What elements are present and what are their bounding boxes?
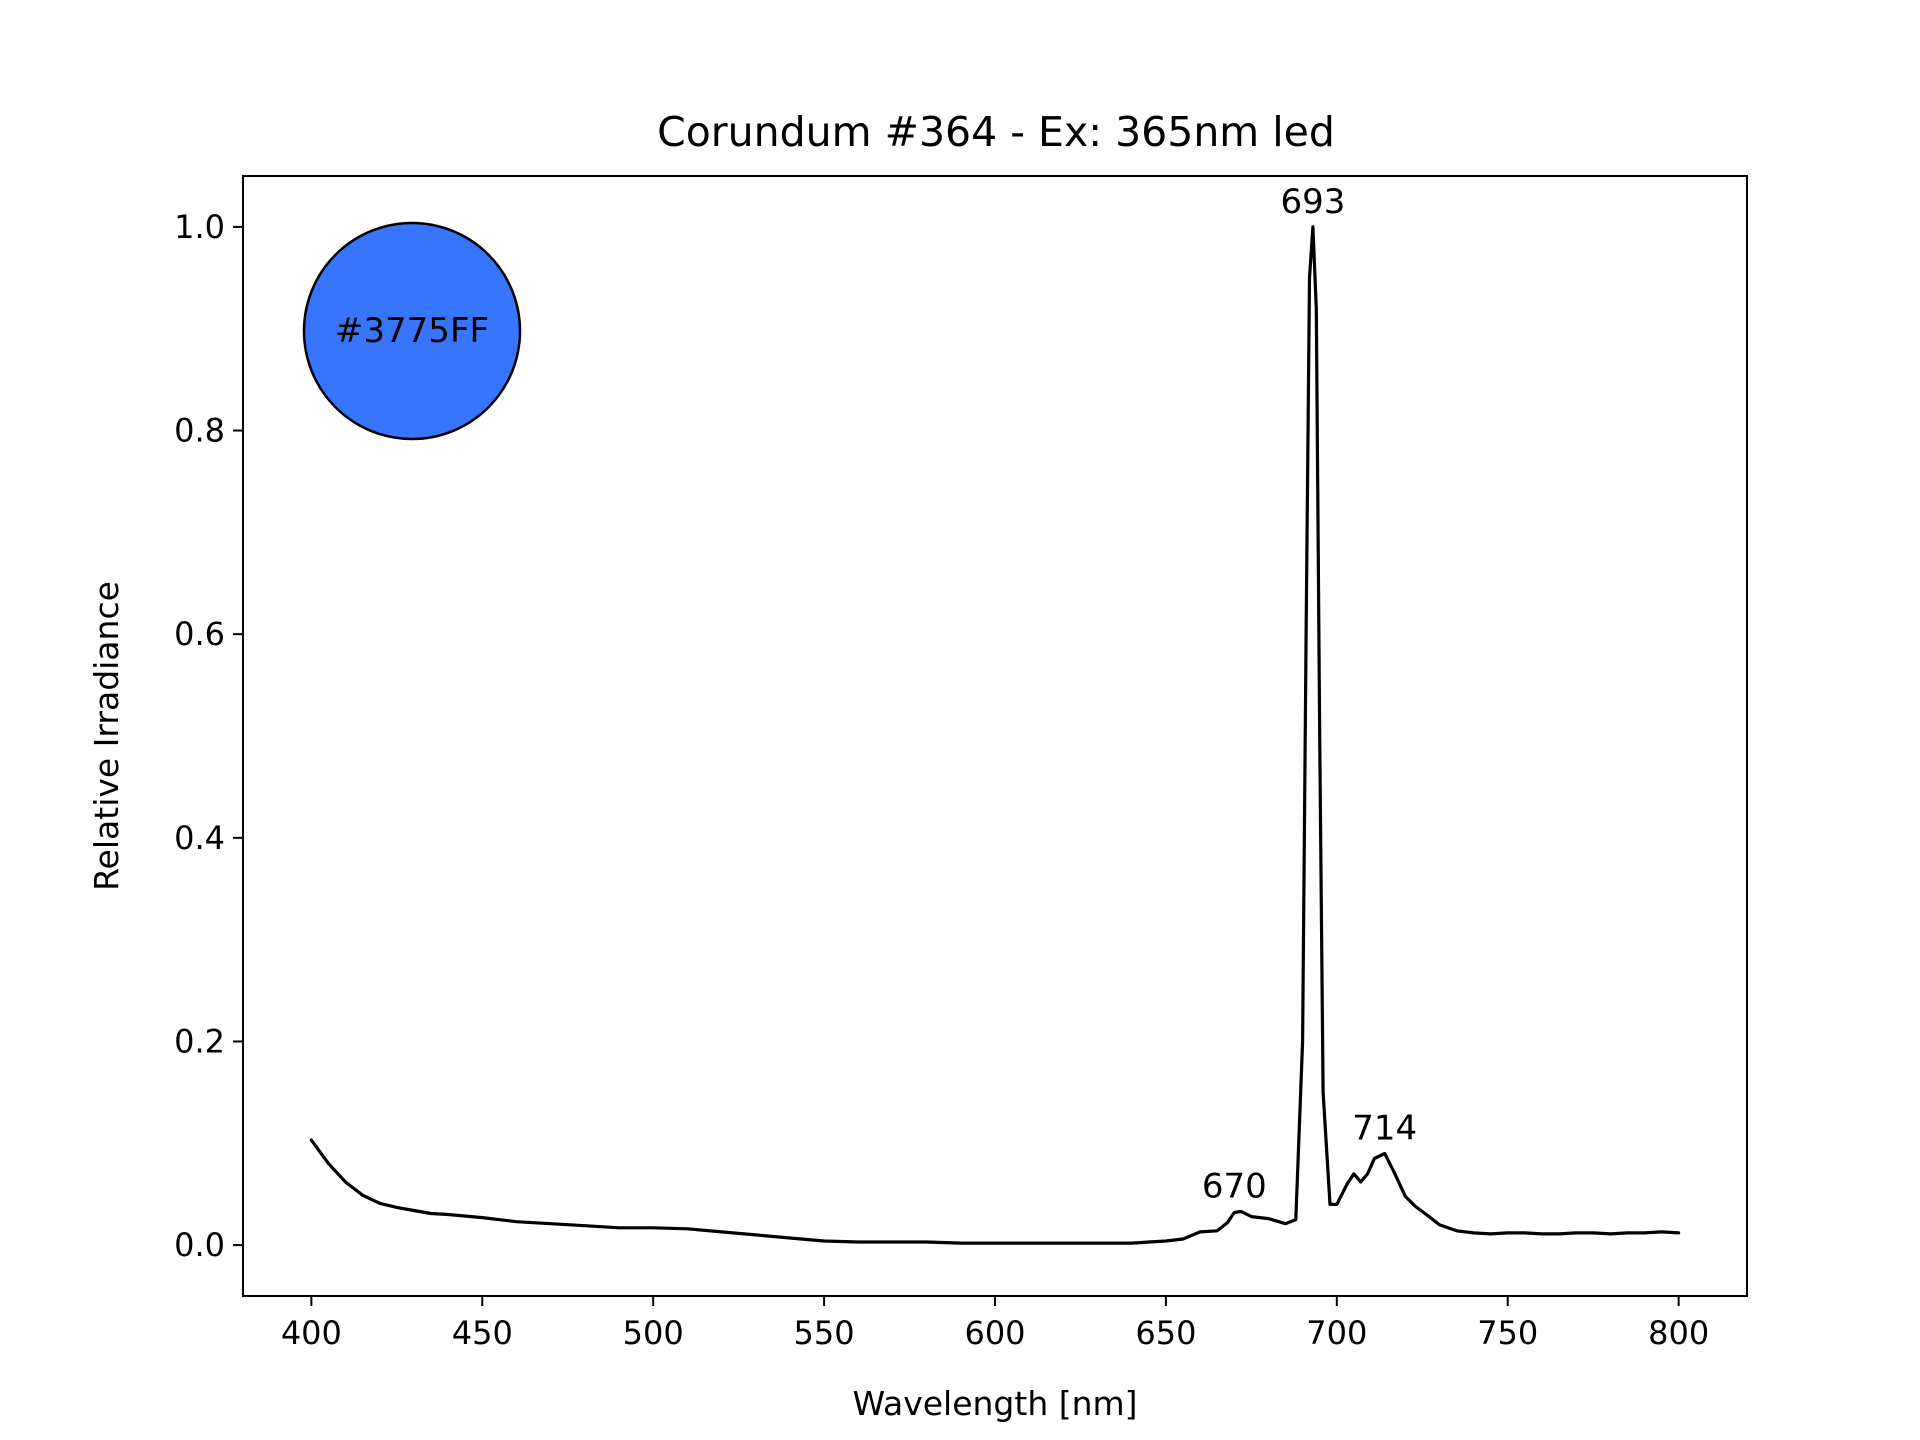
peak-label: 693 xyxy=(1280,182,1345,222)
peak-label: 714 xyxy=(1352,1108,1417,1148)
x-tick-label: 700 xyxy=(1306,1314,1367,1352)
x-tick-label: 650 xyxy=(1135,1314,1196,1352)
x-tick-label: 800 xyxy=(1648,1314,1709,1352)
x-tick-label: 450 xyxy=(452,1314,513,1352)
color-swatch-label: #3775FF xyxy=(335,311,489,351)
color-swatch-circle xyxy=(302,221,522,441)
y-tick-label: 0.6 xyxy=(174,615,225,653)
x-tick-label: 750 xyxy=(1477,1314,1538,1352)
x-tick-label: 550 xyxy=(794,1314,855,1352)
color-swatch: #3775FF xyxy=(302,221,522,441)
y-tick-label: 0.0 xyxy=(174,1226,225,1264)
x-axis-label: Wavelength [nm] xyxy=(852,1384,1137,1423)
y-tick-label: 1.0 xyxy=(174,208,225,246)
x-tick-label: 500 xyxy=(623,1314,684,1352)
y-axis: 0.0 0.2 0.4 0.6 0.8 1.0 xyxy=(174,208,243,1264)
y-tick-label: 0.2 xyxy=(174,1022,225,1060)
x-tick-label: 400 xyxy=(281,1314,342,1352)
y-tick-label: 0.8 xyxy=(174,412,225,450)
peak-annotations: 693 670 714 xyxy=(1202,182,1417,1207)
x-tick-label: 600 xyxy=(964,1314,1025,1352)
plot-area xyxy=(309,225,1681,1245)
y-axis-label: Relative Irradiance xyxy=(87,581,126,891)
spectrum-line xyxy=(309,225,1681,1245)
chart-title: Corundum #364 - Ex: 365nm led xyxy=(657,108,1335,156)
y-tick-label: 0.4 xyxy=(174,819,225,857)
x-axis: 400 450 500 550 600 650 700 750 800 xyxy=(281,1296,1709,1352)
peak-label: 670 xyxy=(1202,1166,1267,1206)
